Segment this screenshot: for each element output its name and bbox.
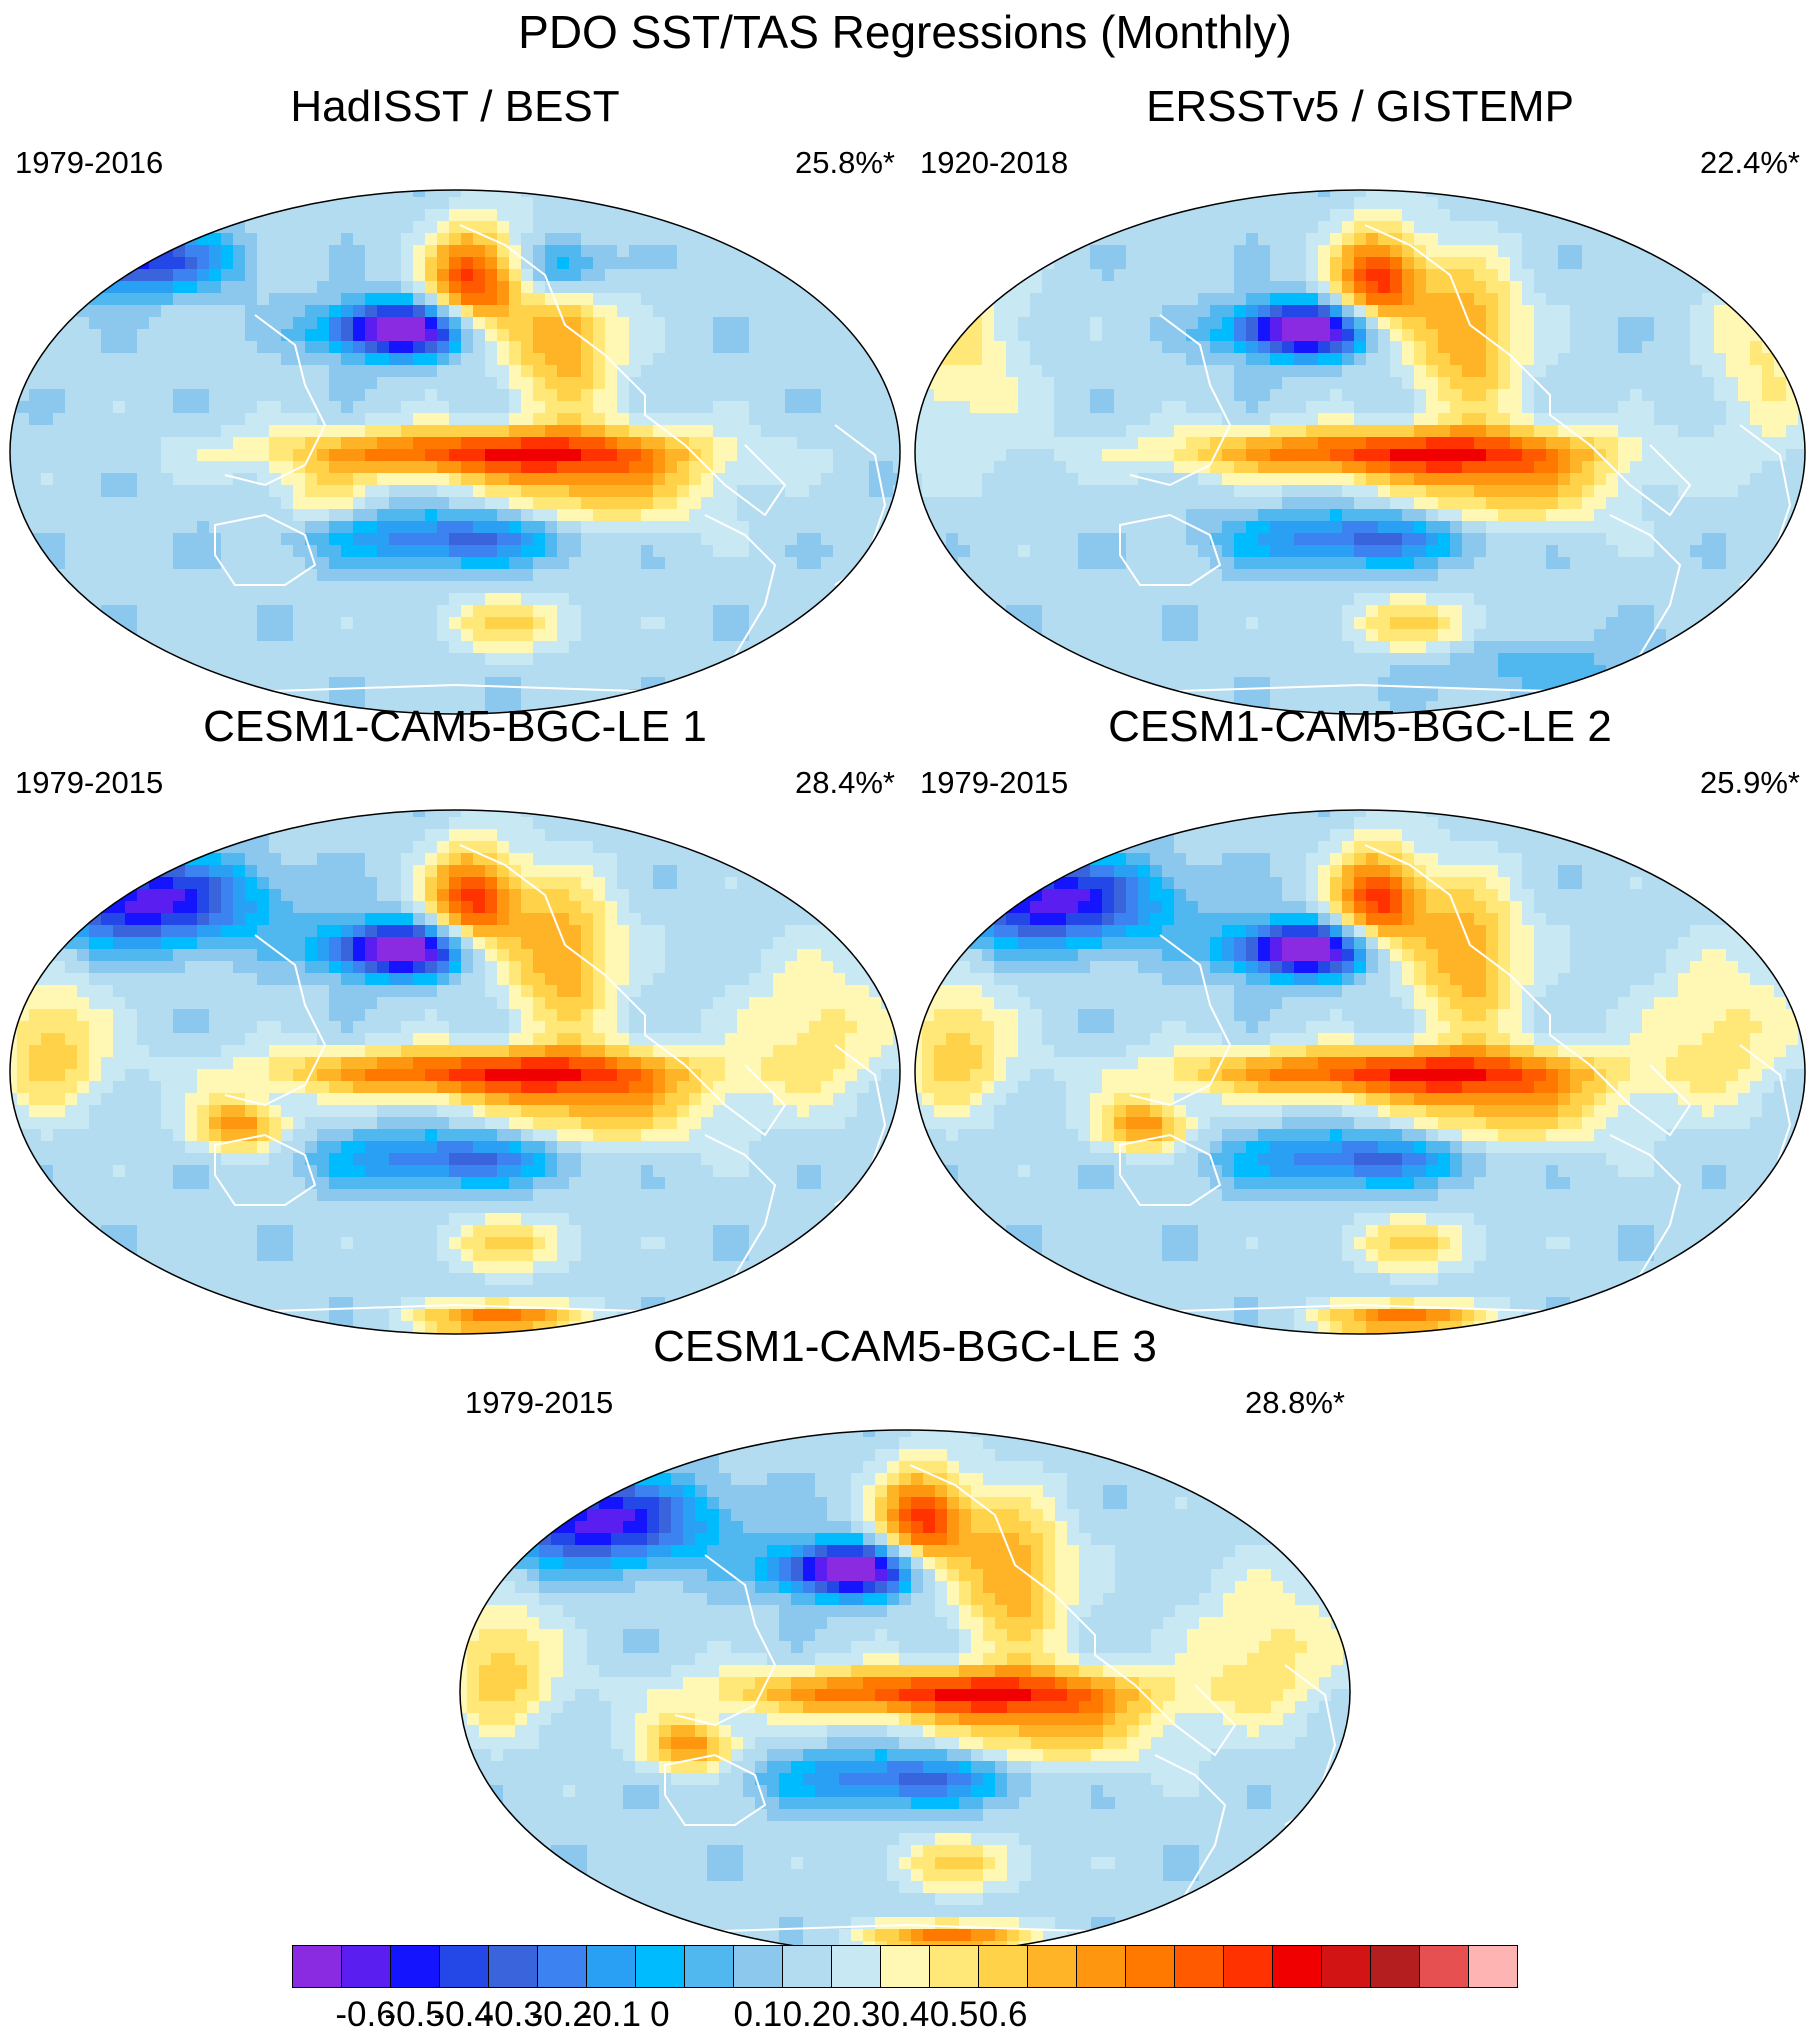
colorbar: -0.6 -0.5 -0.4 -0.3 -0.2 -0.1 0 0.1 0.2 0.3 0.4 0.5… [292,1945,1518,2041]
colorbar-box [342,1946,391,1987]
regression-field [460,1430,1350,1954]
coastline [674,1554,777,1727]
colorbar-box [734,1946,783,1987]
colorbar-tick-label: -0.2 [531,1995,592,2034]
colorbar-box [1420,1946,1469,1987]
regression-field [10,810,900,1334]
coastline [1364,844,1692,1137]
colorbar-tick-label: -0.3 [482,1995,543,2034]
panel-variance: 22.4%* [1700,145,1800,180]
colorbar-box [1077,1946,1126,1987]
robinson-map [914,809,1806,1335]
panel-variance: 28.8%* [1245,1385,1345,1420]
colorbar-box [1322,1946,1371,1987]
panel-period: 1920-2018 [920,145,1069,180]
panel-variance: 25.9%* [1700,765,1800,800]
map-panel-hadisst-best: HadISST / BEST 1979-2016 25.8%* [5,80,905,720]
colorbar-tick-label: -0.6 [335,1995,396,2034]
colorbar-labels: -0.6 -0.5 -0.4 -0.3 -0.2 -0.1 0 0.1 0.2 0.3 0.4 0.5… [292,1993,1518,2039]
colorbar-box [489,1946,538,1987]
panel-period: 1979-2015 [465,1385,614,1420]
map-panel-ersstv5-gistemp: ERSSTv5 / GISTEMP 1920-2018 22.4%* [910,80,1810,720]
coastline [214,513,317,586]
panel-title: ERSSTv5 / GISTEMP [1146,82,1574,131]
coastline [909,1464,1237,1757]
coastline [664,1753,767,1826]
coastline [1364,224,1692,517]
robinson-map [9,809,901,1335]
colorbar-tick-label: -0.5 [384,1995,445,2034]
coastline [224,934,327,1107]
colorbar-box [1371,1946,1420,1987]
colorbar-box [1273,1946,1322,1987]
regression-field [915,810,1805,1334]
panel-title: CESM1-CAM5-BGC-LE 2 [1108,702,1612,751]
colorbar-tick-label: -0.4 [433,1995,494,2034]
colorbar-box [685,1946,734,1987]
map-panel-cesm-le3: CESM1-CAM5-BGC-LE 3 1979-2015 28.8%* [455,1320,1355,1960]
panel-title: HadISST / BEST [290,82,620,131]
panel-title: CESM1-CAM5-BGC-LE 1 [203,702,707,751]
colorbar-tick-label: 0.5 [929,1995,979,2034]
colorbar-tick-label: 0.3 [831,1995,881,2034]
panel-period: 1979-2015 [920,765,1069,800]
colorbar-box [1175,1946,1224,1987]
coastline [1129,934,1232,1107]
panel-period: 1979-2016 [15,145,164,180]
colorbar-box [1224,1946,1273,1987]
coastline [214,1133,317,1206]
map-border [914,809,1806,1335]
panel-title: CESM1-CAM5-BGC-LE 3 [653,1322,1157,1371]
regression-field [10,190,900,714]
panel-period: 1979-2015 [15,765,164,800]
colorbar-box [1126,1946,1175,1987]
robinson-map [914,189,1806,715]
colorbar-tick-label: 0 [650,1995,670,2034]
coastline [1119,513,1222,586]
colorbar-box [587,1946,636,1987]
colorbar-box [538,1946,587,1987]
map-border [9,189,901,715]
coastline [459,844,787,1137]
colorbar-tick-label: 0.1 [733,1995,783,2034]
colorbar-box [391,1946,440,1987]
figure-title: PDO SST/TAS Regressions (Monthly) [518,6,1292,58]
colorbar-tick-label: -0.1 [580,1995,641,2034]
colorbar-box [1028,1946,1077,1987]
colorbar-boxes [292,1945,1518,1988]
coastline [1119,1133,1222,1206]
colorbar-box [440,1946,489,1987]
colorbar-box [930,1946,979,1987]
colorbar-box [783,1946,832,1987]
colorbar-tick-label: 0.2 [782,1995,832,2034]
map-panel-cesm-le2: CESM1-CAM5-BGC-LE 2 1979-2015 25.9%* [910,700,1810,1340]
panel-variance: 28.4%* [795,765,895,800]
map-border [914,189,1806,715]
colorbar-box [1469,1946,1517,1987]
colorbar-box [832,1946,881,1987]
map-panel-cesm-le1: CESM1-CAM5-BGC-LE 1 1979-2015 28.4%* [5,700,905,1340]
coastline [224,314,327,487]
colorbar-box [979,1946,1028,1987]
regression-field [915,190,1805,714]
coastline [459,224,787,517]
map-border [9,809,901,1335]
colorbar-tick-label: 0.6 [978,1995,1028,2034]
colorbar-tick-label: 0.4 [880,1995,930,2034]
robinson-map [9,189,901,715]
colorbar-box [293,1946,342,1987]
colorbar-box [636,1946,685,1987]
coastline [1129,314,1232,487]
robinson-map [459,1429,1351,1955]
panel-variance: 25.8%* [795,145,895,180]
colorbar-box [881,1946,930,1987]
